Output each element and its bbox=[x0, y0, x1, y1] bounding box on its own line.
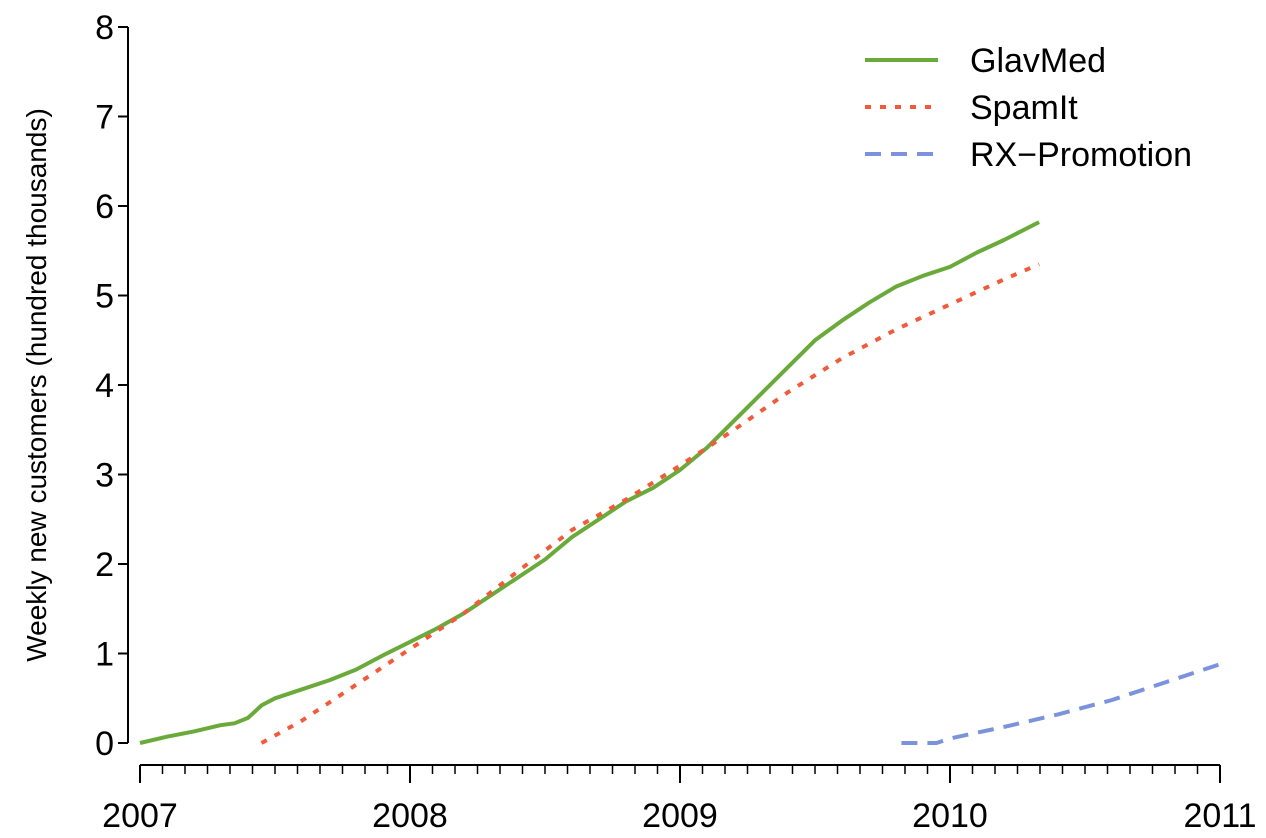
x-tick-label: 2009 bbox=[642, 797, 718, 835]
series-line-rx-promotion bbox=[901, 662, 1221, 745]
y-tick-label: 7 bbox=[95, 99, 114, 137]
axes: 0 1 2 3 4 5 6 7 8 Weekly new customers (hundred t… bbox=[21, 9, 1257, 835]
legend-label: SpamIt bbox=[970, 89, 1078, 127]
x-tick-label: 2007 bbox=[102, 797, 178, 835]
y-tick-label: 3 bbox=[95, 457, 114, 495]
y-tick-label: 8 bbox=[95, 9, 114, 47]
x-tick-label: 2011 bbox=[1183, 797, 1256, 835]
y-tick-label: 1 bbox=[95, 636, 114, 674]
x-tick-label: 2008 bbox=[372, 797, 448, 835]
legend: GlavMed SpamIt RX−Promotion bbox=[865, 42, 1192, 174]
y-tick-label: 4 bbox=[95, 367, 114, 405]
series-line-glavmed bbox=[139, 220, 1041, 745]
y-axis-title: Weekly new customers (hundred thousands) bbox=[21, 108, 52, 662]
x-tick-label: 2010 bbox=[912, 797, 988, 835]
y-tick-label: 2 bbox=[95, 546, 114, 584]
series-line-spamit bbox=[260, 262, 1040, 745]
series-lines bbox=[139, 220, 1221, 745]
y-tick-label: 5 bbox=[95, 278, 114, 316]
legend-label: RX−Promotion bbox=[970, 136, 1192, 174]
legend-label: GlavMed bbox=[970, 42, 1106, 80]
y-tick-label: 0 bbox=[95, 725, 114, 763]
y-tick-label: 6 bbox=[95, 188, 114, 226]
